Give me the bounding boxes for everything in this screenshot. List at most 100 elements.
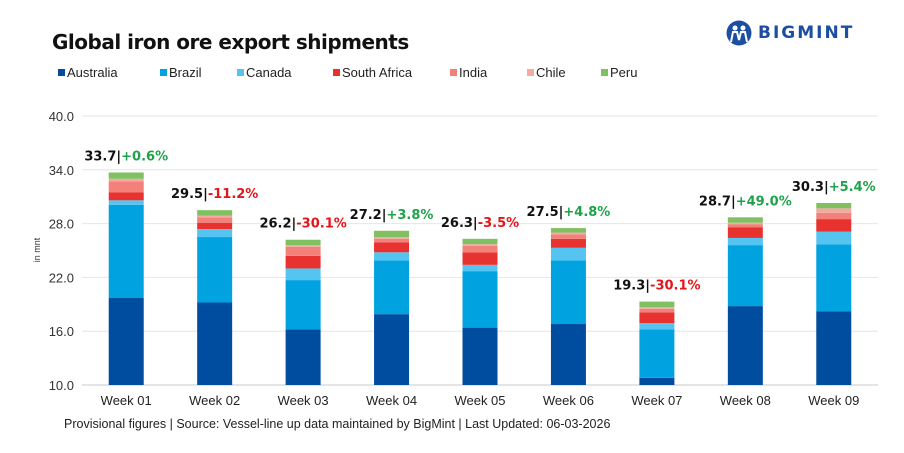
bar-segment-canada	[727, 237, 763, 246]
y-axis-label: in mnt	[32, 237, 42, 262]
x-tick-label: Week 05	[454, 393, 505, 408]
total-label: 27.5|	[527, 205, 564, 220]
legend-swatch-peru	[601, 69, 608, 76]
total-label: 19.3|	[613, 279, 650, 294]
change-label: +4.8%	[563, 205, 610, 220]
legend-swatch-australia	[58, 69, 65, 76]
x-tick-label: Week 09	[808, 393, 859, 408]
bar-segment-australia	[550, 324, 586, 385]
x-tick-label: Week 04	[366, 393, 417, 408]
x-tick-label: Week 07	[631, 393, 682, 408]
data-label: 26.2|-30.1%	[259, 217, 346, 232]
bar-segment-chile	[550, 232, 586, 235]
bar-segment-india	[639, 308, 675, 313]
bar-segment-chile	[285, 245, 321, 247]
total-label: 27.2|	[350, 208, 387, 223]
bar-segment-peru	[550, 228, 586, 233]
change-label: +0.6%	[121, 149, 168, 164]
change-label: +3.8%	[386, 208, 433, 223]
bar-segment-chile	[816, 208, 852, 213]
bar-segment-india	[197, 217, 233, 223]
logo-text: BIGMINT	[758, 23, 855, 43]
bigmint-logo: BIGMINT	[726, 20, 854, 46]
change-label: -30.1%	[650, 279, 701, 294]
bar-segment-india	[462, 246, 498, 253]
x-tick-label: Week 02	[189, 393, 240, 408]
y-tick-label: 34.0	[49, 163, 74, 178]
bar-segment-chile	[727, 222, 763, 225]
bar-segment-australia	[462, 327, 498, 385]
x-tick-label: Week 06	[543, 393, 594, 408]
legend-label: Chile	[536, 65, 566, 80]
bar-segment-peru	[197, 210, 233, 216]
bar-segment-brazil	[639, 329, 675, 378]
bar-segment-brazil	[374, 260, 410, 315]
bar-segment-india	[550, 234, 586, 239]
total-label: 30.3|	[792, 180, 829, 195]
data-label: 28.7|+49.0%	[699, 194, 792, 209]
bar-segment-south-africa	[727, 227, 763, 238]
data-label: 19.3|-30.1%	[613, 279, 700, 294]
bar-segment-india	[816, 212, 852, 220]
data-label: 30.3|+5.4%	[792, 180, 876, 195]
change-label: -3.5%	[478, 216, 519, 231]
legend-label: Peru	[610, 65, 637, 80]
footer-note: Provisional figures | Source: Vessel-lin…	[64, 417, 611, 431]
bar-segment-brazil	[197, 237, 233, 303]
bar-segment-india	[285, 246, 321, 256]
bar-segment-canada	[285, 268, 321, 281]
bar-segment-south-africa	[816, 219, 852, 232]
legend-label: India	[459, 65, 488, 80]
legend-label: South Africa	[342, 65, 413, 80]
total-label: 33.7|	[84, 149, 121, 164]
data-label: 33.7|+0.6%	[84, 149, 168, 164]
x-tick-label: Week 03	[278, 393, 329, 408]
bar-segment-south-africa	[639, 312, 675, 324]
bar-segment-peru	[727, 217, 763, 223]
bar-segment-brazil	[462, 271, 498, 328]
bar-segment-south-africa	[550, 238, 586, 248]
total-label: 26.3|	[441, 216, 478, 231]
bar-segment-chile	[462, 244, 498, 247]
bar-segment-india	[727, 224, 763, 228]
bar-segment-peru	[285, 239, 321, 246]
bar-segment-canada	[550, 247, 586, 261]
bar-segment-australia	[197, 302, 233, 385]
legend-swatch-brazil	[160, 69, 167, 76]
bar-segment-peru	[374, 230, 410, 238]
bar-segment-south-africa	[285, 255, 321, 269]
legend-label: Brazil	[169, 65, 202, 80]
total-label: 26.2|	[259, 217, 296, 232]
bar-segment-canada	[462, 264, 498, 272]
data-label: 26.3|-3.5%	[441, 216, 519, 231]
bar-segment-india	[108, 181, 144, 193]
x-tick-label: Week 01	[101, 393, 152, 408]
bigmint-logo-icon	[726, 20, 752, 46]
legend-swatch-chile	[527, 69, 534, 76]
bar-segment-canada	[639, 323, 675, 330]
bar-segment-brazil	[285, 280, 321, 330]
bar-segment-australia	[816, 311, 852, 385]
bar-segment-canada	[816, 231, 852, 245]
chart-title: Global iron ore export shipments	[52, 30, 409, 54]
bar-segment-peru	[816, 202, 852, 209]
x-tick-label: Week 08	[720, 393, 771, 408]
bar-segment-canada	[197, 228, 233, 238]
bar-segment-australia	[108, 298, 144, 385]
bar-segment-canada	[108, 200, 144, 205]
bar-segment-south-africa	[108, 192, 144, 201]
total-label: 29.5|	[171, 187, 208, 202]
legend-swatch-canada	[237, 69, 244, 76]
y-tick-label: 28.0	[49, 217, 74, 232]
legend-label: Canada	[246, 65, 292, 80]
bar-segment-brazil	[816, 244, 852, 312]
change-label: -11.2%	[208, 187, 259, 202]
total-label: 28.7|	[699, 194, 736, 209]
legend-swatch-south-africa	[333, 69, 340, 76]
bar-segment-south-africa	[462, 252, 498, 265]
bar-segment-australia	[639, 377, 675, 385]
bar-segment-chile	[197, 215, 233, 218]
legend-label: Australia	[67, 65, 118, 80]
